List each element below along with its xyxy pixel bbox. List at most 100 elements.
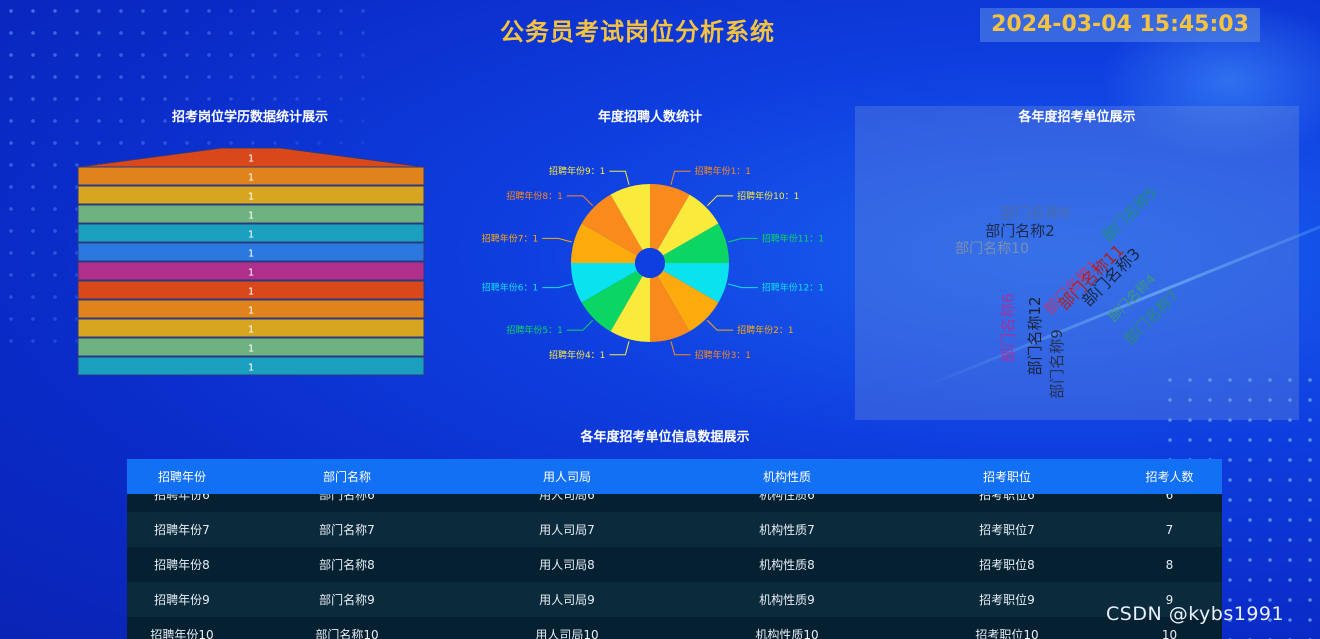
cell-year: 招聘年份10 <box>150 628 214 639</box>
table-body[interactable]: 招聘年份6 部门名称6 用人司局6 机构性质6 招考职位6 6 招聘年份7 部门名称7 用人司局… <box>127 494 1222 639</box>
cell-department: 部门名称7 <box>319 523 375 537</box>
word-cloud-item[interactable]: 部门名称6 <box>999 293 1017 363</box>
education-segment[interactable] <box>77 204 425 224</box>
education-segment-label: 1 <box>248 211 254 222</box>
table-row[interactable]: 招聘年份6 部门名称6 用人司局6 机构性质6 招考职位6 6 <box>127 494 1222 512</box>
cell-position: 招考职位6 <box>979 494 1035 502</box>
cell-count: 7 <box>1165 522 1174 537</box>
pie-slice-label: 招聘年份8：1 <box>506 190 562 202</box>
education-segment-label: 1 <box>248 268 254 279</box>
pie-label-line <box>609 170 630 185</box>
pie-slice[interactable] <box>610 184 651 251</box>
word-cloud-item[interactable]: 部门名称10 <box>955 241 1029 257</box>
table-row[interactable]: 招聘年份10 部门名称10 用人司局10 机构性质10 招考职位10 10 <box>127 617 1222 639</box>
pie-slice[interactable] <box>610 275 651 342</box>
pie-slice-label: 招聘年份10：1 <box>737 190 799 202</box>
cell-org-type: 机构性质8 <box>759 558 815 572</box>
pie-slice-label: 招聘年份6：1 <box>482 282 538 294</box>
word-cloud-item[interactable]: 部门名称9 <box>1048 329 1066 399</box>
table-row[interactable]: 招聘年份8 部门名称8 用人司局8 机构性质8 招考职位8 8 <box>127 547 1222 582</box>
cell-position: 招考职位7 <box>979 523 1035 537</box>
pie-slice-label: 招聘年份3：1 <box>695 349 751 361</box>
education-segment[interactable] <box>77 356 425 376</box>
pie-slice-label: 招聘年份11：1 <box>762 232 824 244</box>
cell-department: 部门名称9 <box>319 593 375 607</box>
cell-org-type: 机构性质6 <box>759 494 815 502</box>
cell-count: 8 <box>1165 557 1174 572</box>
education-segment[interactable] <box>77 261 425 281</box>
cell-position: 招考职位9 <box>979 593 1035 607</box>
cell-org-type: 机构性质7 <box>759 523 815 537</box>
word-cloud-item[interactable]: 部门名称2 <box>985 222 1055 240</box>
pie-label-line <box>706 195 734 207</box>
pie-slice[interactable] <box>662 223 729 264</box>
page-title: 公务员考试岗位分析系统 <box>500 18 775 46</box>
watermark: CSDN @kybs1991 <box>1106 603 1285 625</box>
education-segment[interactable] <box>77 166 425 186</box>
pie-slice-label: 招聘年份7：1 <box>482 232 538 244</box>
word-cloud-item[interactable]: 部门名称5 <box>1099 184 1161 246</box>
word-cloud-item[interactable]: 部门名称8 <box>1000 204 1070 222</box>
datetime-display: 2024-03-04 15:45:03 <box>980 8 1260 42</box>
cell-org-type: 机构性质9 <box>759 593 815 607</box>
header-department: 部门名称 <box>322 470 371 484</box>
cell-bureau: 用人司局9 <box>539 593 595 607</box>
pie-label-line <box>542 237 572 243</box>
pie-label-line <box>670 341 691 356</box>
pie-label-line <box>706 319 734 331</box>
cell-department: 部门名称8 <box>319 558 375 572</box>
pie-label-line <box>670 170 691 185</box>
cell-count: 10 <box>1161 627 1178 639</box>
education-segment-label: 1 <box>248 154 254 165</box>
pie-slice[interactable] <box>657 270 719 332</box>
education-segment[interactable] <box>77 299 425 319</box>
pie-slice[interactable] <box>650 275 690 342</box>
header-position: 招考职位 <box>982 470 1031 484</box>
education-segment[interactable] <box>77 185 425 205</box>
pie-label-line <box>728 237 758 243</box>
pie-slice[interactable] <box>650 184 690 251</box>
units-cloud-title: 各年度招考单位展示 <box>1018 110 1136 125</box>
cell-department: 部门名称10 <box>315 628 379 639</box>
cell-count: 6 <box>1165 494 1174 502</box>
pie-slice[interactable] <box>571 223 638 264</box>
education-segment[interactable] <box>77 318 425 338</box>
education-chart-title: 招考岗位学历数据统计展示 <box>171 110 328 125</box>
table-row[interactable]: 招聘年份7 部门名称7 用人司局7 机构性质7 招考职位7 7 <box>127 512 1222 547</box>
education-segment[interactable] <box>77 337 425 357</box>
pie-slice[interactable] <box>581 194 643 256</box>
pie-slice[interactable] <box>571 263 638 303</box>
education-segment[interactable] <box>77 280 425 300</box>
yearly-chart-title: 年度招聘人数统计 <box>597 110 702 125</box>
table-title: 各年度招考单位信息数据展示 <box>580 430 750 445</box>
cell-bureau: 用人司局7 <box>539 523 595 537</box>
header-org-type: 机构性质 <box>762 470 811 484</box>
word-cloud-panel: 部门名称8 部门名称5 部门名称2 部门名称10 部门名称1 部门名称11 部门名称6 部门名… <box>855 106 1299 420</box>
education-segment-label: 1 <box>248 306 254 317</box>
pie-label-line <box>566 195 594 207</box>
pie-slice[interactable] <box>662 263 729 303</box>
unit-info-table: 招聘年份 部门名称 用人司局 机构性质 招考职位 招考人数 招聘年份6 部门名称6… <box>127 459 1222 639</box>
pie-slice[interactable] <box>581 270 643 332</box>
pie-slice-label: 招聘年份9：1 <box>549 165 605 177</box>
pie-slice-label: 招聘年份4：1 <box>549 349 605 361</box>
cell-position: 招考职位10 <box>975 628 1039 639</box>
header-year: 招聘年份 <box>157 470 206 484</box>
table-row[interactable]: 招聘年份9 部门名称9 用人司局9 机构性质9 招考职位9 9 <box>127 582 1222 617</box>
word-cloud-item[interactable]: 部门名称12 <box>1026 296 1044 375</box>
education-segment-label: 1 <box>248 325 254 336</box>
education-stacked-chart: 1 1 1 1 1 1 1 1 1 1 1 1 <box>77 147 425 376</box>
pie-slice-label: 招聘年份5：1 <box>506 324 562 336</box>
pie-slice[interactable] <box>657 194 719 256</box>
education-segment-label: 1 <box>248 173 254 184</box>
cell-department: 部门名称6 <box>319 494 375 502</box>
cell-bureau: 用人司局10 <box>535 628 599 639</box>
pie-slice-label: 招聘年份2：1 <box>737 324 793 336</box>
education-segment-label: 1 <box>248 363 254 374</box>
education-segment[interactable] <box>77 223 425 243</box>
cell-year: 招聘年份7 <box>154 523 210 537</box>
cell-year: 招聘年份9 <box>154 593 210 607</box>
pie-center <box>635 248 665 278</box>
education-segment[interactable] <box>77 242 425 262</box>
header-bureau: 用人司局 <box>542 470 591 484</box>
